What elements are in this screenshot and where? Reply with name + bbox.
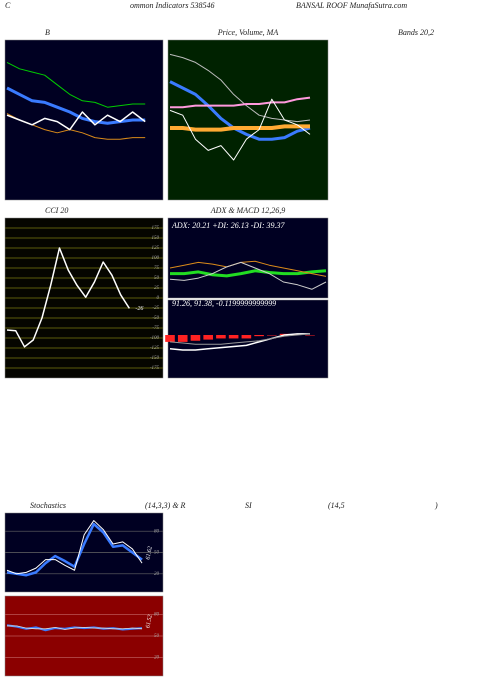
panel-title: B [45,28,50,37]
y-tick-label: 100 [152,256,160,261]
series-line [6,247,131,348]
y-tick-label: 50 [154,634,160,639]
y-tick-label: 50 [154,551,160,556]
histogram-bar [203,335,213,340]
panel-title: ADX & MACD 12,26,9 [210,206,285,215]
y-tick-label: 20 [154,572,160,577]
bands-label: Bands 20,2 [398,28,434,37]
y-tick-label: 75 [154,266,160,271]
y-tick-label: 80 [154,613,160,618]
series-line [6,86,146,125]
panel-subtitle: ADX: 20.21 +DI: 26.13 -DI: 39.37 [171,221,285,230]
panel-subtitle: 91.26, 91.38, -0.1199999999999 [172,299,276,308]
panel-background [167,217,329,299]
series-line [6,520,143,575]
y-tick-label: -50 [152,316,159,321]
series-line [6,111,146,131]
y-tick-label: 25 [154,286,160,291]
histogram-bar [254,335,264,337]
y-tick-label: -150 [150,356,160,361]
value-annotation: -26 [135,306,143,312]
header-indicators: ommon Indicators 538546 [130,1,214,10]
series-line [169,98,311,161]
y-tick-label: 20 [154,656,160,661]
y-tick-label: 125 [152,246,160,251]
series-line [6,522,143,577]
histogram-bar [305,335,315,336]
rsi-label: ) [434,501,438,510]
series-line [170,124,310,132]
series-line [169,80,311,141]
series-line [7,625,143,630]
value-annotation: 61.62 [145,546,153,560]
panel-title: CCI 20 [45,206,68,215]
y-tick-label: -100 [150,336,160,341]
y-tick-label: 50 [154,276,160,281]
y-tick-label: -25 [152,306,159,311]
y-tick-label: 150 [152,236,160,241]
histogram-bar [267,335,277,336]
y-tick-label: -75 [152,326,159,331]
y-tick-label: 0 [157,296,160,301]
panel-title: Stochastics [30,501,66,510]
value-annotation: 61.52 [145,614,153,628]
series-line [169,261,327,290]
y-tick-label: -175 [150,366,160,371]
header-site: BANSAL ROOF MunafaSutra.com [296,1,407,10]
y-tick-label: 80 [154,529,160,534]
rsi-label: SI [245,501,252,510]
watermark: MunafaSutra.com [172,568,377,598]
histogram-bar [228,335,239,339]
y-tick-label: -125 [150,346,160,351]
histogram-bar [177,335,188,342]
histogram-bar [216,335,226,339]
panel-background [167,39,329,201]
header-c: C [5,1,11,10]
histogram-bar [190,335,201,341]
series-line [169,333,310,351]
series-line [170,269,327,278]
histogram-bar [241,335,252,339]
series-line [170,96,311,109]
y-tick-label: 175 [152,226,160,231]
panel-subtitle: (14,3,3) & R [145,501,186,510]
panel-title: Price, Volume, MA [217,28,279,37]
series-line [169,333,311,345]
histogram-bar [165,335,175,342]
rsi-label: (14,5 [328,501,345,510]
series-line [6,61,146,108]
series-line [169,260,327,277]
